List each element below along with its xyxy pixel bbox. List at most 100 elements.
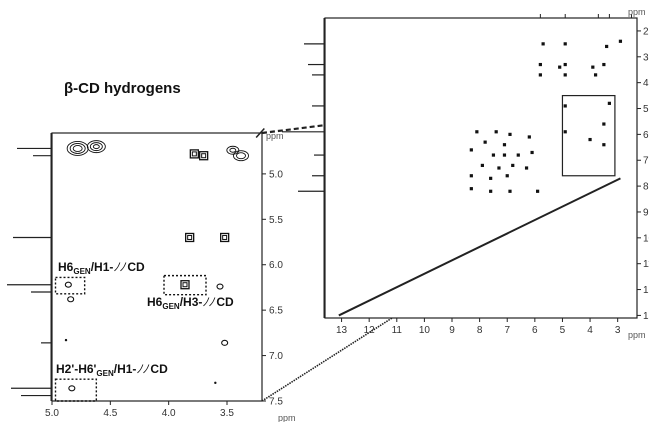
cross-peak xyxy=(605,44,609,49)
x-tick-label: 10 xyxy=(419,325,431,336)
zoom-cross-peak xyxy=(220,232,230,243)
zoom-x-tick-label: 5.0 xyxy=(45,408,59,419)
contour-ring xyxy=(185,232,195,243)
contour-ring xyxy=(64,281,72,288)
full-spectrum-x-unit: ppm xyxy=(628,330,646,340)
cross-peak xyxy=(469,187,473,191)
annotation-box xyxy=(54,276,86,295)
cross-peak xyxy=(480,163,484,168)
zoom-cross-peak xyxy=(221,339,229,346)
cross-peak xyxy=(602,122,606,126)
cross-peak xyxy=(483,140,487,144)
zoom-cross-peak xyxy=(189,149,199,159)
x-tick-label: 5 xyxy=(560,325,566,336)
annotation-label-1: H6GEN/H1-ﾉﾉ CD xyxy=(58,260,145,276)
full-spectrum-y-unit: ppm xyxy=(628,7,646,17)
zoom-diagonal-line xyxy=(255,127,265,139)
zoom-spectrum-x-unit: ppm xyxy=(278,413,296,422)
zoom-cross-peak xyxy=(68,385,76,392)
cross-peak xyxy=(505,174,509,178)
x-tick-label: 3 xyxy=(615,325,621,336)
zoom-cross-peak xyxy=(180,280,190,290)
zoom-cross-peak xyxy=(199,151,209,161)
zoom-x-tick-label: 4.5 xyxy=(103,408,117,419)
cross-peak xyxy=(563,62,567,67)
y-tick-label: 11 xyxy=(643,259,649,270)
zoom-y-tick-label: 6.5 xyxy=(269,306,283,317)
contour-ring xyxy=(187,234,193,240)
cross-peak xyxy=(469,174,473,178)
highlight-box xyxy=(561,94,616,177)
cross-peak xyxy=(593,73,598,77)
cross-peak xyxy=(489,189,493,193)
full-spectrum-top-projection xyxy=(325,14,637,19)
contour-ring xyxy=(89,142,103,152)
x-tick-label: 13 xyxy=(336,325,348,336)
full-spectrum-frame xyxy=(324,17,638,319)
contour-ring xyxy=(220,232,230,243)
contour-ring xyxy=(221,339,229,346)
y-tick-label: 3 xyxy=(643,52,649,63)
contour-ring xyxy=(233,150,249,162)
x-tick-label: 11 xyxy=(392,325,403,336)
full-spectrum-panel: 13 12 11 10 9 8 7 6 5 4 3 2 3 4 5 6 7 8 9 10 11 12 13 ppm ppm xyxy=(282,7,649,340)
y-tick-label: 10 xyxy=(643,233,649,244)
zoom-spectrum-panel: 5.0 4.5 4.0 3.5 5.0 5.5 6.0 6.5 7.0 7.5 ppm ppm xyxy=(7,127,296,422)
cross-peak xyxy=(508,189,512,193)
full-spectrum-y-axis: 2 3 4 5 6 7 8 9 10 11 12 13 xyxy=(637,26,649,322)
zoom-cross-peak xyxy=(64,338,68,342)
zoom-y-tick-label: 7.0 xyxy=(269,351,283,362)
zoom-cross-peak xyxy=(226,145,240,155)
cross-peak xyxy=(541,42,545,46)
contour-ring xyxy=(226,145,240,155)
contour-ring xyxy=(229,147,237,153)
cross-peak xyxy=(511,163,515,168)
x-tick-label: 12 xyxy=(364,325,376,336)
y-tick-label: 5 xyxy=(643,104,649,115)
contour-ring xyxy=(216,283,224,290)
y-tick-label: 13 xyxy=(643,311,649,322)
cross-peak xyxy=(527,135,531,139)
contour-ring xyxy=(236,152,246,160)
x-tick-label: 8 xyxy=(477,325,483,336)
contour-ring xyxy=(68,385,76,392)
y-tick-label: 6 xyxy=(643,130,649,141)
diagonal-line xyxy=(338,177,621,317)
contour-ring xyxy=(180,280,190,290)
y-tick-label: 4 xyxy=(643,78,649,89)
zoom-x-tick-label: 4.0 xyxy=(162,408,176,419)
cross-peak xyxy=(538,62,542,67)
zoom-cross-peak xyxy=(86,140,106,154)
chart-title: β-CD hydrogens xyxy=(64,80,181,97)
y-tick-label: 2 xyxy=(643,26,649,37)
contour-ring xyxy=(201,153,207,159)
cross-peak xyxy=(508,132,512,136)
zoom-cross-peak xyxy=(214,381,217,385)
annotation-label-3: H2'-H6'GEN/H1-ﾉﾉ CD xyxy=(56,362,168,378)
cross-peak xyxy=(607,101,611,105)
cross-peak xyxy=(602,143,606,147)
contour-ring xyxy=(69,142,86,154)
zoom-cross-peak xyxy=(216,283,224,290)
contour-ring xyxy=(86,140,106,154)
annotation-label-2: H6GEN/H3-ﾉﾉ CD xyxy=(147,295,234,311)
x-tick-label: 4 xyxy=(587,325,593,336)
zoom-cross-peak xyxy=(185,232,195,243)
zoom-spectrum-frame xyxy=(51,132,263,402)
cross-peak xyxy=(491,153,496,157)
zoom-spectrum-x-axis: 5.0 4.5 4.0 3.5 xyxy=(45,401,234,419)
zoom-x-tick-label: 3.5 xyxy=(220,408,234,419)
cross-peak xyxy=(494,130,498,134)
cross-peak xyxy=(516,153,520,157)
contour-ring xyxy=(72,144,83,152)
contour-ring xyxy=(191,151,197,157)
cross-peak xyxy=(563,130,567,134)
contour-ring xyxy=(222,234,228,240)
x-tick-label: 7 xyxy=(504,325,510,336)
zoom-spectrum-y-unit: ppm xyxy=(266,131,284,141)
cross-peak xyxy=(588,137,592,142)
contour-ring xyxy=(189,149,199,159)
contour-ring xyxy=(92,144,100,150)
full-spectrum-left-projection xyxy=(282,18,325,318)
full-spectrum-x-axis: 13 12 11 10 9 8 7 6 5 4 3 xyxy=(336,318,621,336)
